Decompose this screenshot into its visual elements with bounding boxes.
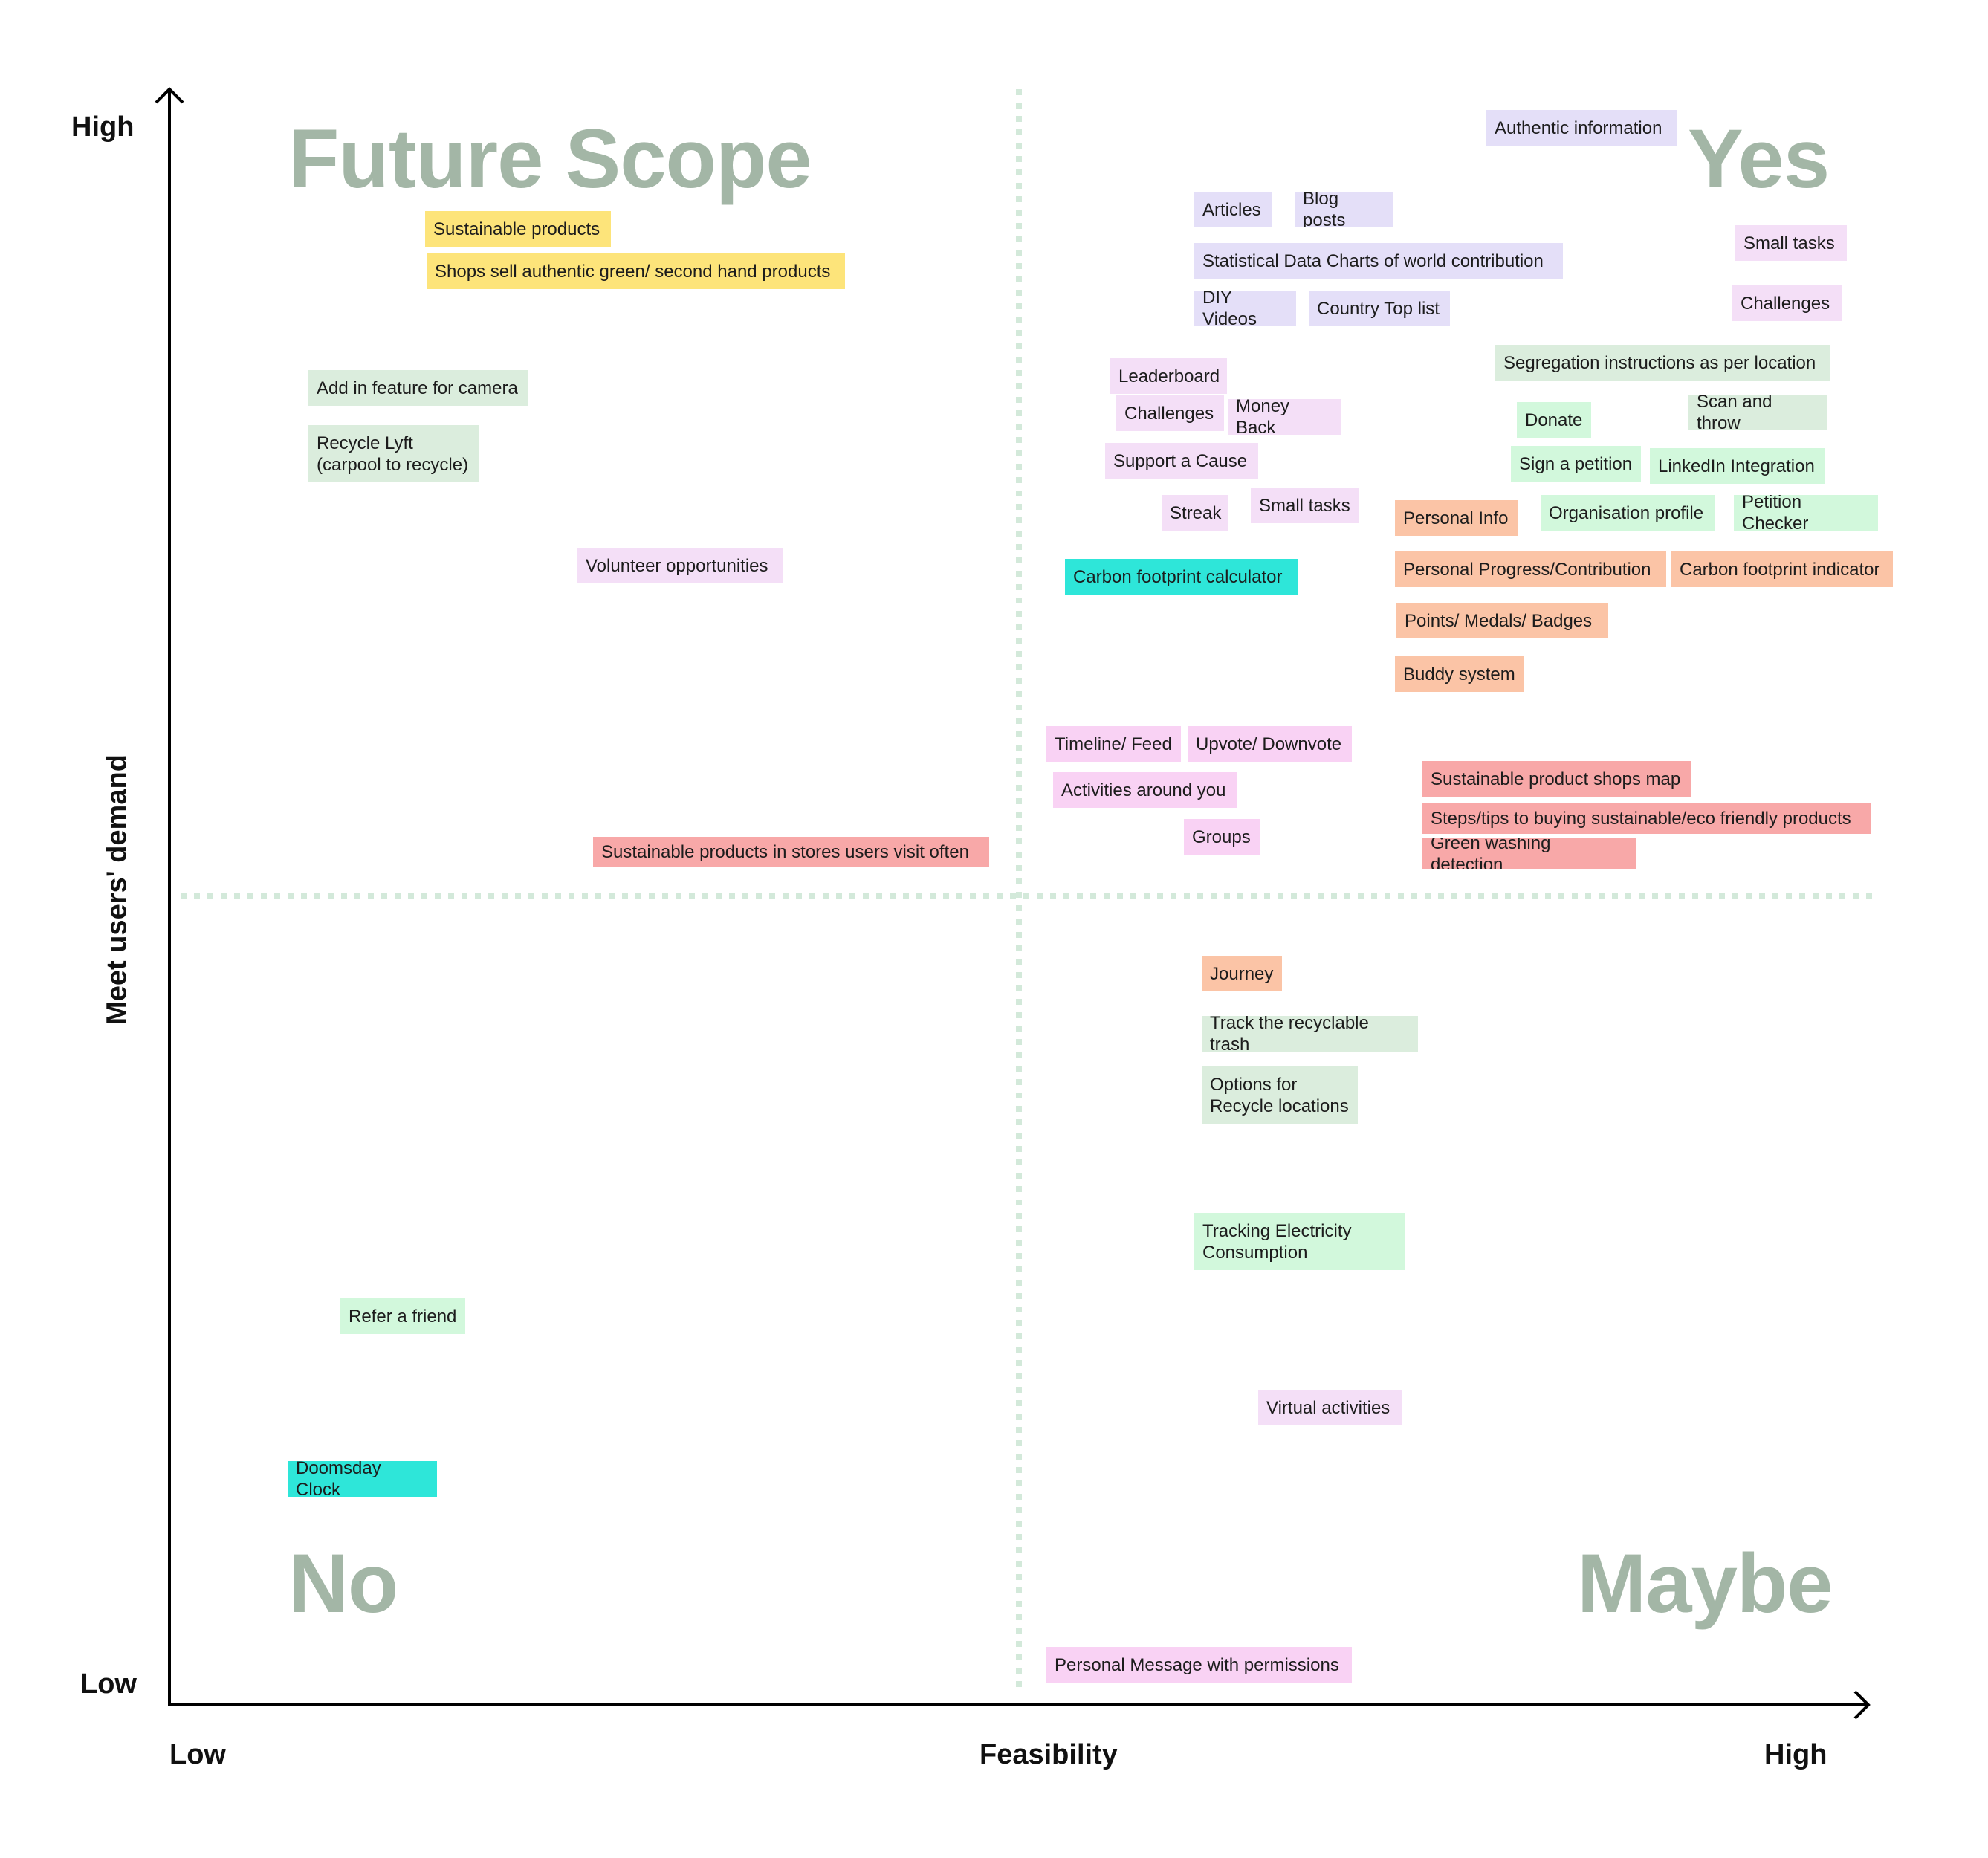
x-axis-arrow-icon (1853, 1690, 1871, 1720)
sticky-note[interactable]: Small tasks (1735, 225, 1847, 261)
sticky-note[interactable]: Carbon footprint indicator (1671, 551, 1893, 587)
sticky-note[interactable]: Groups (1184, 819, 1260, 855)
x-axis-title: Feasibility (980, 1739, 1118, 1770)
sticky-note[interactable]: Donate (1517, 402, 1591, 438)
y-axis-title: Meet users' demand (101, 754, 133, 1025)
sticky-note[interactable]: Challenges (1116, 395, 1224, 431)
sticky-note[interactable]: Statistical Data Charts of world contrib… (1194, 243, 1563, 279)
sticky-note[interactable]: Sign a petition (1511, 446, 1641, 482)
sticky-note[interactable]: Points/ Medals/ Badges (1396, 603, 1608, 638)
sticky-note[interactable]: Tracking Electricity Consumption (1194, 1213, 1405, 1270)
sticky-note[interactable]: Sustainable products (425, 211, 611, 247)
sticky-note[interactable]: Sustainable product shops map (1422, 761, 1691, 797)
sticky-note[interactable]: Personal Info (1395, 500, 1518, 536)
sticky-note[interactable]: Options for Recycle locations (1202, 1066, 1358, 1124)
sticky-note[interactable]: Authentic information (1486, 110, 1677, 146)
sticky-note[interactable]: Personal Message with permissions (1046, 1647, 1352, 1683)
quadrant-title-no: No (288, 1537, 398, 1630)
quadrant-title-maybe: Maybe (1577, 1537, 1833, 1630)
sticky-note[interactable]: Personal Progress/Contribution (1395, 551, 1666, 587)
sticky-note[interactable]: Support a Cause (1105, 443, 1258, 479)
sticky-note[interactable]: Articles (1194, 192, 1272, 227)
sticky-note[interactable]: Streak (1162, 495, 1228, 531)
sticky-note[interactable]: Timeline/ Feed (1046, 726, 1181, 762)
sticky-note[interactable]: Petition Checker (1734, 495, 1878, 531)
sticky-note[interactable]: Track the recyclable trash (1202, 1016, 1418, 1052)
sticky-note[interactable]: Blog posts (1295, 192, 1393, 227)
sticky-note[interactable]: Buddy system (1395, 656, 1524, 692)
quadrant-title-future-scope: Future Scope (288, 112, 812, 205)
sticky-note[interactable]: Doomsday Clock (288, 1461, 437, 1497)
sticky-note[interactable]: Country Top list (1309, 291, 1450, 326)
sticky-note[interactable]: Activities around you (1053, 772, 1237, 808)
sticky-note[interactable]: Virtual activities (1258, 1390, 1402, 1425)
sticky-note[interactable]: Add in feature for camera (308, 370, 528, 406)
sticky-note[interactable]: Shops sell authentic green/ second hand … (427, 253, 845, 289)
quadrant-title-yes: Yes (1688, 112, 1830, 205)
sticky-note[interactable]: Scan and throw (1688, 395, 1827, 430)
sticky-note[interactable]: Money Back (1228, 399, 1341, 435)
x-axis-high-label: High (1764, 1739, 1827, 1770)
sticky-note[interactable]: Segregation instructions as per location (1495, 345, 1830, 381)
sticky-note[interactable]: Sustainable products in stores users vis… (593, 837, 989, 867)
sticky-note[interactable]: Challenges (1732, 285, 1842, 321)
sticky-note[interactable]: Leaderboard (1110, 358, 1227, 394)
sticky-note[interactable]: Recycle Lyft (carpool to recycle) (308, 425, 479, 482)
sticky-note[interactable]: Carbon footprint calculator (1065, 559, 1298, 595)
sticky-note[interactable]: Green washing detection (1422, 838, 1636, 869)
sticky-note[interactable]: DIY Videos (1194, 291, 1296, 326)
sticky-note[interactable]: Journey (1202, 956, 1282, 991)
sticky-note[interactable]: LinkedIn Integration (1650, 448, 1825, 484)
sticky-note[interactable]: Small tasks (1251, 488, 1359, 523)
y-axis-low-label: Low (80, 1668, 137, 1700)
x-axis-low-label: Low (169, 1739, 226, 1770)
sticky-note[interactable]: Volunteer opportunities (577, 548, 783, 583)
sticky-note[interactable]: Upvote/ Downvote (1188, 726, 1352, 762)
sticky-note[interactable]: Refer a friend (340, 1298, 465, 1334)
sticky-note[interactable]: Steps/tips to buying sustainable/eco fri… (1422, 803, 1871, 834)
sticky-note[interactable]: Organisation profile (1541, 495, 1715, 531)
y-axis-arrow-icon (155, 87, 184, 104)
y-axis-high-label: High (71, 111, 135, 143)
